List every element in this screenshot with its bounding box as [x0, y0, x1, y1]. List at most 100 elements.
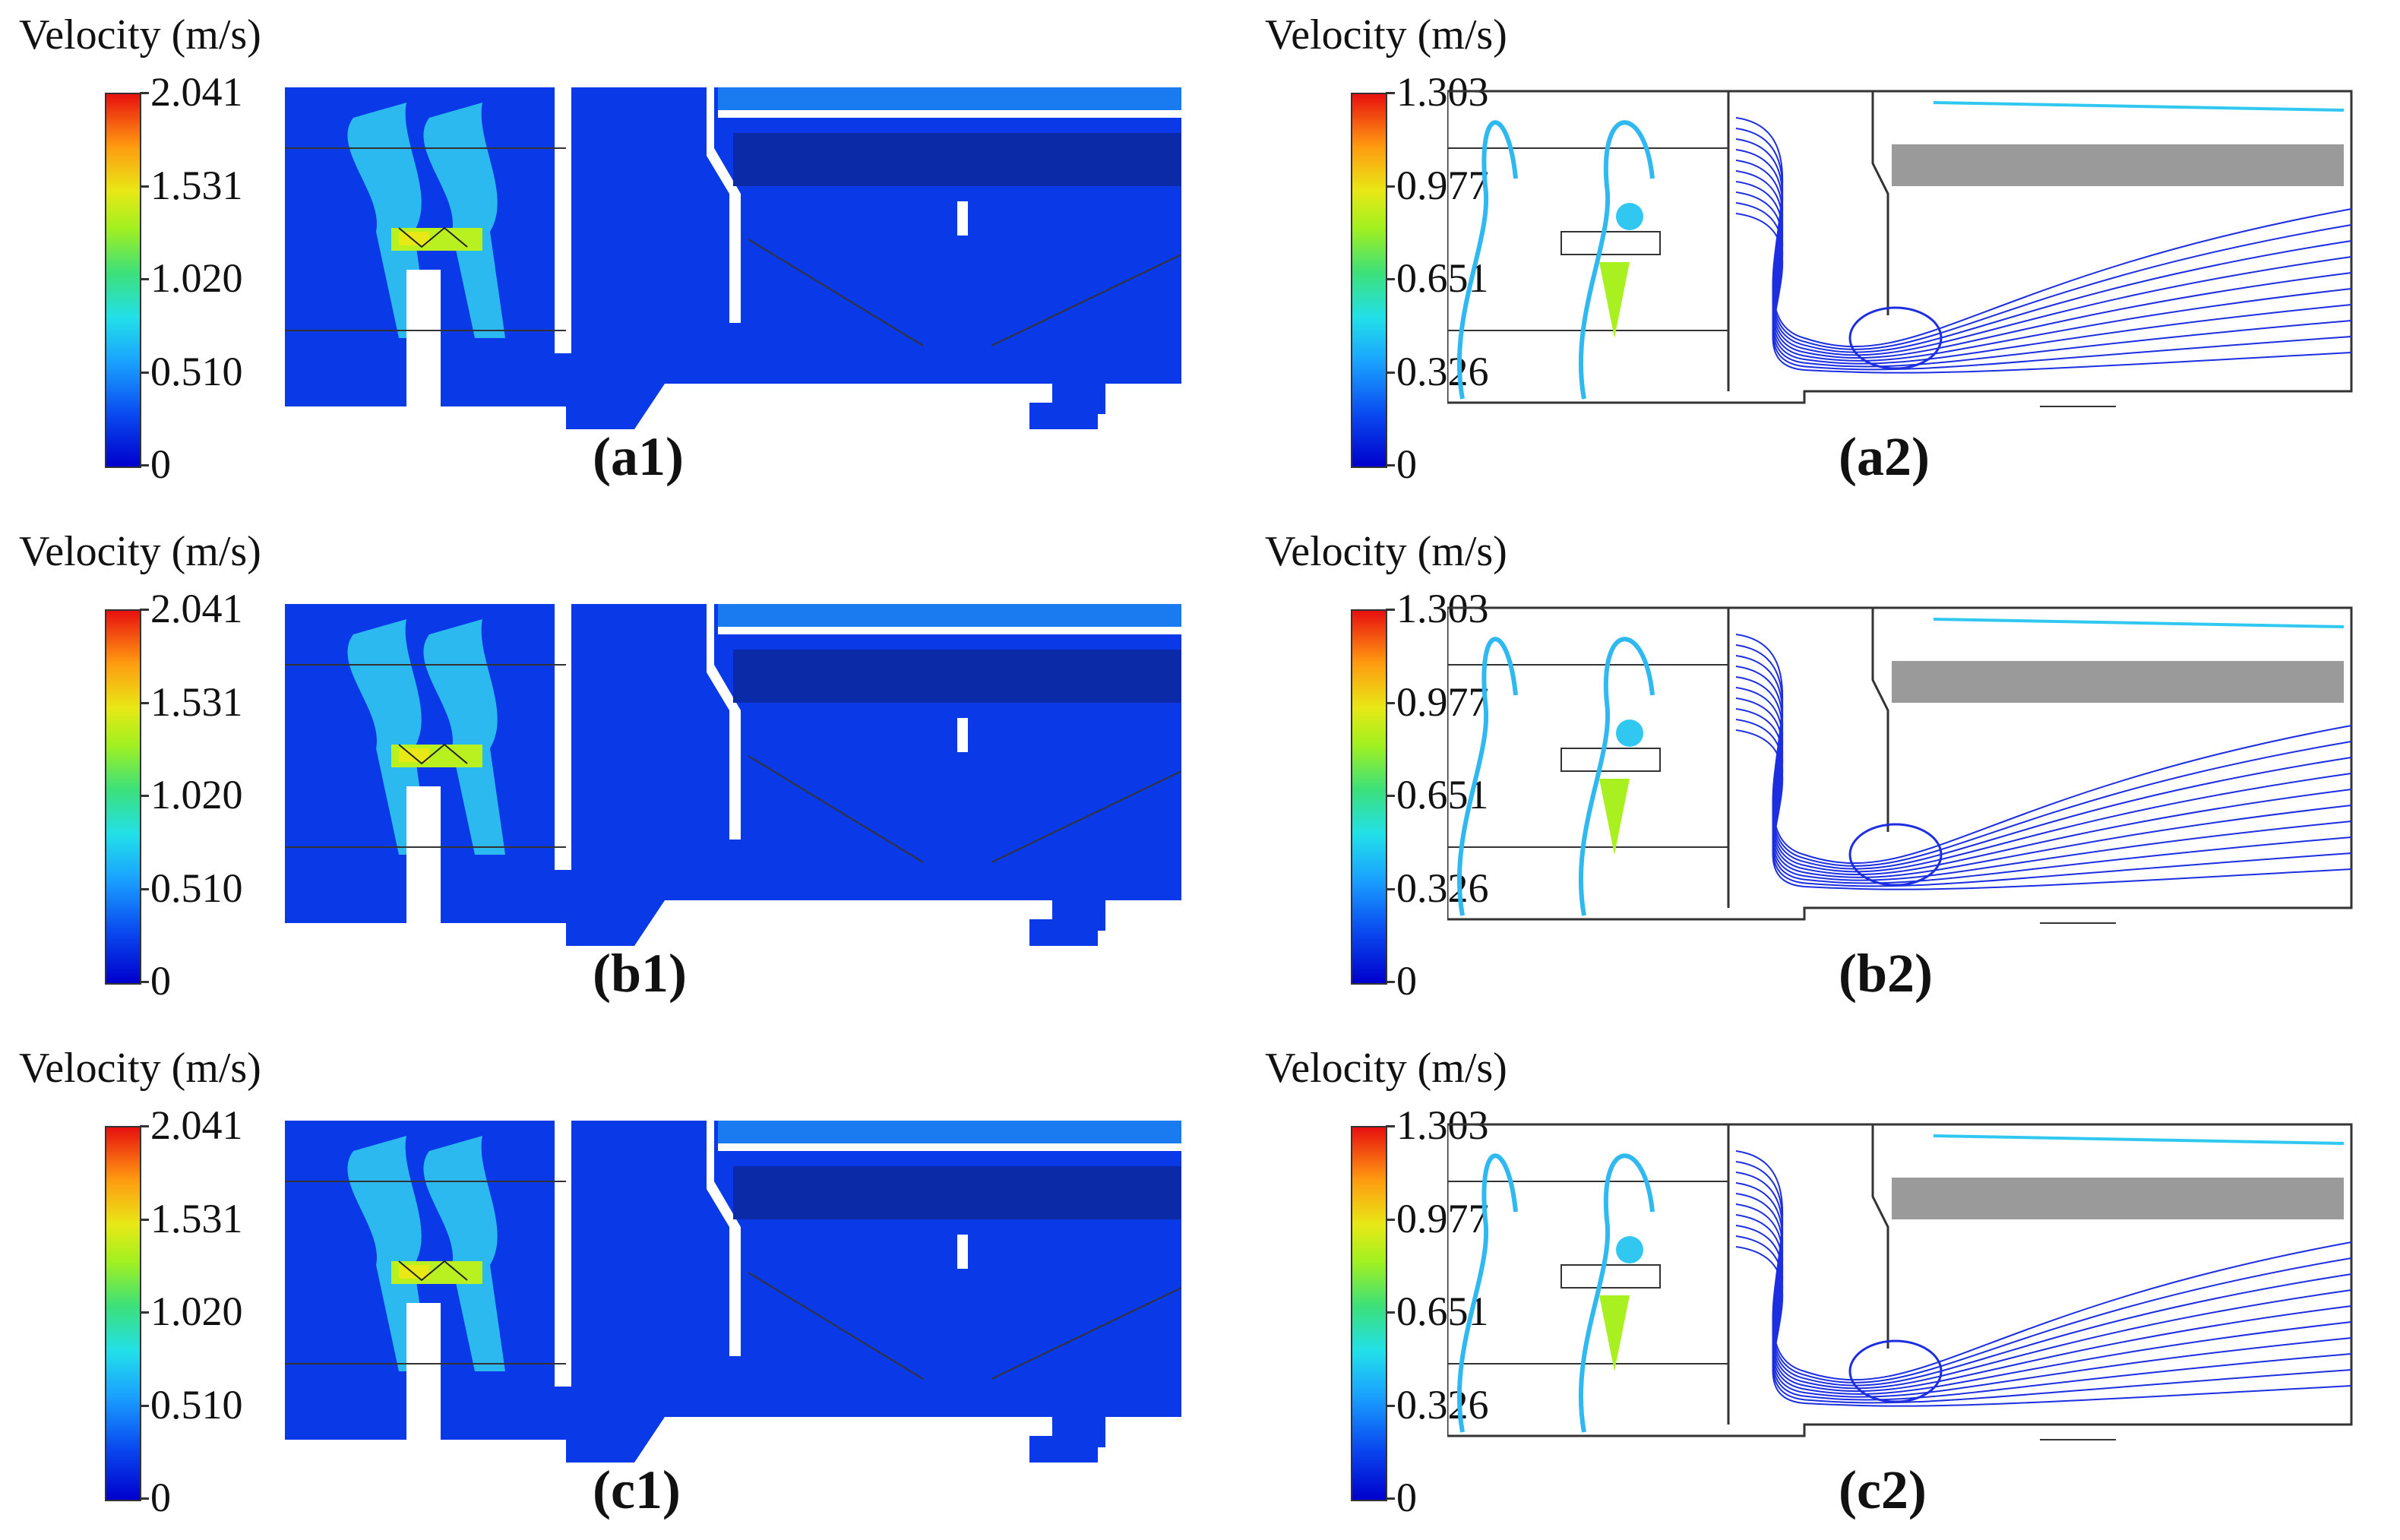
stream-line-c-5	[1735, 1203, 2352, 1395]
stream-jet-a	[1599, 262, 1630, 338]
stream-line-a-6	[1735, 181, 2352, 365]
contour-surface-c	[718, 1121, 1181, 1143]
colorbar-tick-b1-0: 2.041	[150, 586, 243, 631]
colorbar-tick-mark-b1-4	[140, 981, 149, 983]
colorbar-tick-b2-1: 0.977	[1396, 678, 1489, 725]
contour-line4-a	[991, 254, 1182, 346]
contour-hotspot2-a	[399, 232, 429, 245]
stream-arch-a-180	[1578, 120, 1655, 400]
contour-launder-c	[718, 1143, 1181, 1151]
stream-line-b-9	[1735, 729, 2352, 890]
contour-plot-b1	[285, 604, 1182, 946]
stream-line-b-6	[1735, 697, 2352, 881]
colorbar-title-a2: Velocity (m/s)	[1265, 11, 1507, 59]
colorbar-tick-mark-b2-3	[1386, 887, 1395, 890]
stream-line-c-7	[1735, 1225, 2352, 1401]
colorbar-tick-c1-4: 0	[150, 1475, 171, 1520]
stream-outline-c	[1447, 1123, 2353, 1437]
colorbar-title-c1: Velocity (m/s)	[19, 1045, 261, 1092]
contour-mixer-c	[398, 1260, 468, 1282]
colorbar-tick-mark-c2-1	[1386, 1218, 1395, 1221]
stream-surface-c	[1933, 1134, 2345, 1145]
colorbar-tick-a2-1: 0.977	[1396, 162, 1489, 208]
contour-baffle-b	[707, 604, 741, 840]
colorbar-tick-mark-b2-4	[1386, 981, 1395, 983]
colorbar-tick-b2-3: 0.326	[1396, 865, 1489, 911]
contour-jet-b-190	[423, 619, 505, 855]
colorbar-tick-mark-c2-0	[1386, 1125, 1395, 1127]
panel-label-c1: (c1)	[593, 1459, 681, 1520]
stream-line-c-6	[1735, 1214, 2352, 1398]
colorbar-tick-c1-1: 1.531	[150, 1195, 243, 1241]
stream-burst-b	[1616, 719, 1643, 747]
panel-label-a1: (a1)	[593, 426, 684, 487]
stream-baffle-b	[1871, 608, 1889, 832]
colorbar-c2	[1351, 1126, 1387, 1501]
stream-mixer-c	[1560, 1264, 1661, 1289]
contour-hopper-a	[1029, 403, 1098, 429]
stream-mixer-b	[1560, 748, 1661, 772]
colorbar-tick-mark-a1-1	[140, 185, 149, 188]
contour-plates-a	[733, 133, 1181, 186]
contour-jet-c-190	[423, 1136, 505, 1371]
colorbar-tick-mark-b1-2	[140, 795, 149, 797]
stream-plates-a	[1892, 144, 2344, 186]
contour-baffle-a	[707, 87, 741, 323]
contour-wall-a	[555, 87, 571, 353]
colorbar-tick-mark-a2-0	[1386, 92, 1395, 94]
colorbar-tick-mark-a1-4	[140, 464, 149, 466]
contour-plot-a1	[285, 87, 1182, 429]
panel-label-c2: (c2)	[1839, 1459, 1927, 1520]
contour-line4-b	[991, 770, 1182, 863]
colorbar-tick-a2-4: 0	[1396, 441, 1417, 487]
colorbar-tick-mark-c1-1	[140, 1218, 149, 1221]
contour-plates-c	[733, 1166, 1181, 1219]
contour-post-c	[957, 1235, 968, 1269]
contour-pipe-c	[406, 1303, 441, 1440]
colorbar-title-c2: Velocity (m/s)	[1265, 1045, 1507, 1092]
contour-surface-b	[718, 604, 1181, 627]
contour-line4-c	[991, 1287, 1182, 1380]
stream-jet-b	[1599, 779, 1630, 855]
colorbar-title-b1: Velocity (m/s)	[19, 528, 261, 575]
contour-hotspot2-b	[399, 748, 429, 762]
stream-vortex-a	[1848, 306, 1943, 370]
stream-vortex-b	[1848, 823, 1943, 887]
contour-jet-a-190	[423, 103, 505, 338]
colorbar-b2	[1351, 609, 1387, 985]
contour-line3-a	[748, 239, 924, 346]
colorbar-tick-c2-3: 0.326	[1396, 1381, 1489, 1428]
colorbar-tick-b2-4: 0	[1396, 958, 1417, 1004]
panel-label-a2: (a2)	[1839, 426, 1930, 487]
colorbar-tick-mark-a2-2	[1386, 278, 1395, 280]
streamline-plot-a2	[1447, 90, 2353, 407]
colorbar-tick-mark-c2-4	[1386, 1497, 1395, 1500]
stream-baffle-c	[1871, 1124, 1889, 1349]
stream-outline-b	[1447, 606, 2353, 921]
colorbar-tick-b1-3: 0.510	[150, 865, 243, 911]
colorbar-tick-b1-4: 0	[150, 958, 171, 1004]
contour-mixer-b	[398, 743, 468, 765]
contour-pipe-a	[406, 270, 441, 406]
stream-line-a-7	[1735, 191, 2352, 368]
colorbar-title-b2: Velocity (m/s)	[1265, 528, 1507, 575]
contour-wall-c	[555, 1121, 571, 1387]
colorbar-tick-mark-b1-0	[140, 609, 149, 611]
contour-line3-c	[748, 1272, 924, 1380]
colorbar-tick-mark-c1-3	[140, 1404, 149, 1407]
stream-mixer-a	[1560, 231, 1661, 255]
colorbar-tick-mark-a2-4	[1386, 464, 1395, 466]
colorbar-tick-mark-b2-0	[1386, 609, 1395, 611]
colorbar-tick-a1-1: 1.531	[150, 162, 243, 208]
stream-arch-b-20	[1456, 637, 1518, 916]
colorbar-tick-a1-2: 1.020	[150, 255, 243, 301]
stream-line-a-9	[1735, 213, 2352, 374]
colorbar-tick-a1-3: 0.510	[150, 348, 243, 394]
contour-launder-b	[718, 627, 1181, 634]
colorbar-tick-mark-c1-4	[140, 1497, 149, 1500]
contour-wall-b	[555, 604, 571, 870]
stream-line-a-5	[1735, 170, 2352, 362]
contour-hopper-b	[1029, 919, 1098, 946]
stream-line-b-7	[1735, 708, 2352, 884]
colorbar-tick-mark-c1-0	[140, 1125, 149, 1127]
